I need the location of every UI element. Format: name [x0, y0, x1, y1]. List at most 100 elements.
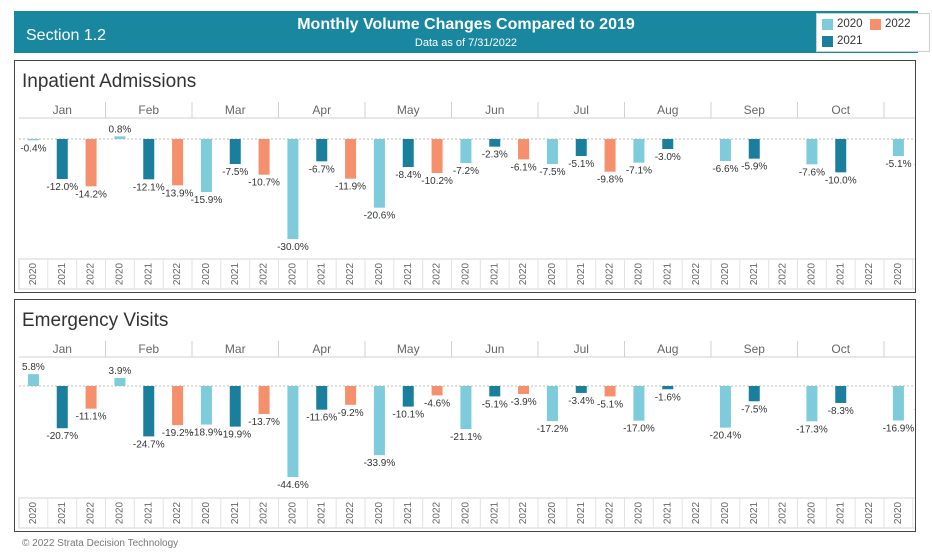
year-tick-label: 2020 — [28, 262, 39, 285]
bar-2020-jul — [546, 386, 558, 422]
year-tick-label: 2022 — [778, 262, 789, 285]
year-tick-label: 2020 — [201, 262, 212, 285]
bar-2021-apr — [316, 139, 328, 162]
year-tick-label: 2020 — [114, 501, 125, 524]
bar-2022-jun — [518, 139, 530, 160]
bar-2022-mar — [258, 139, 270, 175]
section-label: Section 1.2 — [26, 27, 107, 44]
bar-2020-mar — [200, 139, 212, 192]
year-tick-label: 2022 — [432, 262, 443, 285]
bar-2020-feb — [114, 378, 126, 386]
year-tick-label: 2020 — [460, 262, 471, 285]
year-tick-label: 2021 — [230, 501, 241, 524]
year-tick-label: 2021 — [749, 262, 760, 285]
bar-2021-sep — [748, 139, 760, 159]
month-label: Jun — [485, 342, 504, 356]
data-label: -10.1% — [392, 410, 424, 421]
bar-2022-may — [431, 386, 443, 396]
month-label: Jul — [574, 103, 589, 117]
year-tick-label: 2021 — [57, 501, 68, 524]
data-label: -11.9% — [335, 182, 366, 193]
year-tick-label: 2021 — [835, 501, 846, 524]
data-label: 3.9% — [109, 366, 132, 377]
bar-2021-feb — [143, 386, 155, 437]
emergency-panel: Emergency Visits Jan Feb Mar Apr May Jun Jul Au… — [14, 299, 916, 532]
legend-label: 2022 — [885, 18, 911, 30]
data-label: -19.2% — [162, 428, 194, 439]
data-label: -4.6% — [424, 398, 450, 409]
bar-2020-sep — [719, 386, 731, 428]
year-tick-label: 2022 — [605, 501, 616, 524]
year-tick-label: 2020 — [460, 501, 471, 524]
data-label: -5.1% — [885, 159, 911, 170]
year-tick-label: 2020 — [547, 262, 558, 285]
month-label: Feb — [138, 103, 159, 117]
emergency-chart: JanFebMarAprMayJunJulAugSepOctNovDec2020… — [18, 341, 915, 529]
legend-item-2020[interactable]: 2020 — [822, 18, 863, 30]
data-label: -3.0% — [655, 152, 681, 163]
year-tick-label: 2021 — [489, 262, 500, 285]
data-label: -7.6% — [799, 167, 825, 178]
month-label: Oct — [831, 342, 850, 356]
legend-label: 2021 — [837, 35, 863, 47]
year-tick-label: 2022 — [172, 262, 183, 285]
year-tick-label: 2020 — [374, 501, 385, 524]
data-label: -10.0% — [825, 175, 857, 186]
bar-2022-apr — [345, 386, 357, 405]
bar-2021-apr — [316, 386, 328, 410]
year-tick-label: 2022 — [691, 501, 702, 524]
year-tick-label: 2022 — [518, 501, 529, 524]
data-label: -7.6% — [914, 405, 915, 416]
data-label: -17.3% — [796, 424, 828, 435]
year-tick-label: 2021 — [489, 501, 500, 524]
month-label: Mar — [225, 342, 246, 356]
data-label: -16.9% — [883, 423, 915, 434]
bar-2022-jun — [518, 386, 530, 394]
year-tick-label: 2020 — [806, 262, 817, 285]
data-label: -1.6% — [655, 392, 681, 403]
bar-2021-oct — [835, 139, 847, 173]
data-label: 0.8% — [109, 124, 132, 135]
year-tick-label: 2021 — [576, 501, 587, 524]
bar-2021-feb — [143, 139, 155, 180]
data-label: -3.4% — [568, 396, 594, 407]
data-label: -6.6% — [712, 164, 738, 175]
data-label: -5.1% — [597, 399, 623, 410]
data-label: -20.6% — [364, 211, 396, 222]
chart-title: Inpatient Admissions — [22, 71, 197, 92]
bar-2021-jul — [575, 386, 587, 393]
year-tick-label: 2020 — [287, 501, 298, 524]
data-label: -13.7% — [248, 417, 280, 428]
data-label: -9.8% — [597, 175, 623, 186]
bar-2021-jan — [56, 139, 68, 179]
bar-2021-jul — [575, 139, 587, 156]
data-label: -17.2% — [537, 424, 569, 435]
data-label: -2.3% — [482, 150, 508, 161]
month-label: Mar — [225, 103, 246, 117]
data-label: -12.1% — [133, 182, 165, 193]
bar-2022-jul — [604, 139, 616, 172]
bar-2020-apr — [287, 386, 299, 477]
year-tick-label: 2021 — [57, 262, 68, 285]
bar-2022-feb — [172, 386, 184, 426]
bar-2022-may — [431, 139, 443, 173]
month-label: Jan — [53, 103, 72, 117]
month-label: Feb — [138, 342, 159, 356]
bar-2022-feb — [172, 139, 184, 186]
month-label: May — [397, 342, 420, 356]
year-tick-label: 2020 — [720, 501, 731, 524]
data-label: -14.2% — [75, 189, 107, 200]
data-label: 5.8% — [22, 362, 45, 373]
bar-2020-jul — [546, 139, 558, 164]
year-tick-label: 2022 — [605, 262, 616, 285]
bar-2020-may — [373, 386, 385, 456]
bar-2020-aug — [633, 386, 645, 421]
year-tick-label: 2021 — [662, 262, 673, 285]
month-label: Jan — [53, 342, 72, 356]
legend: 2020 2022 2021 — [816, 13, 930, 52]
data-label: -6.7% — [309, 164, 335, 175]
legend-item-2022[interactable]: 2022 — [870, 18, 911, 30]
bar-2021-mar — [229, 139, 241, 164]
legend-item-2021[interactable]: 2021 — [822, 35, 863, 47]
bar-2021-may — [402, 386, 414, 407]
